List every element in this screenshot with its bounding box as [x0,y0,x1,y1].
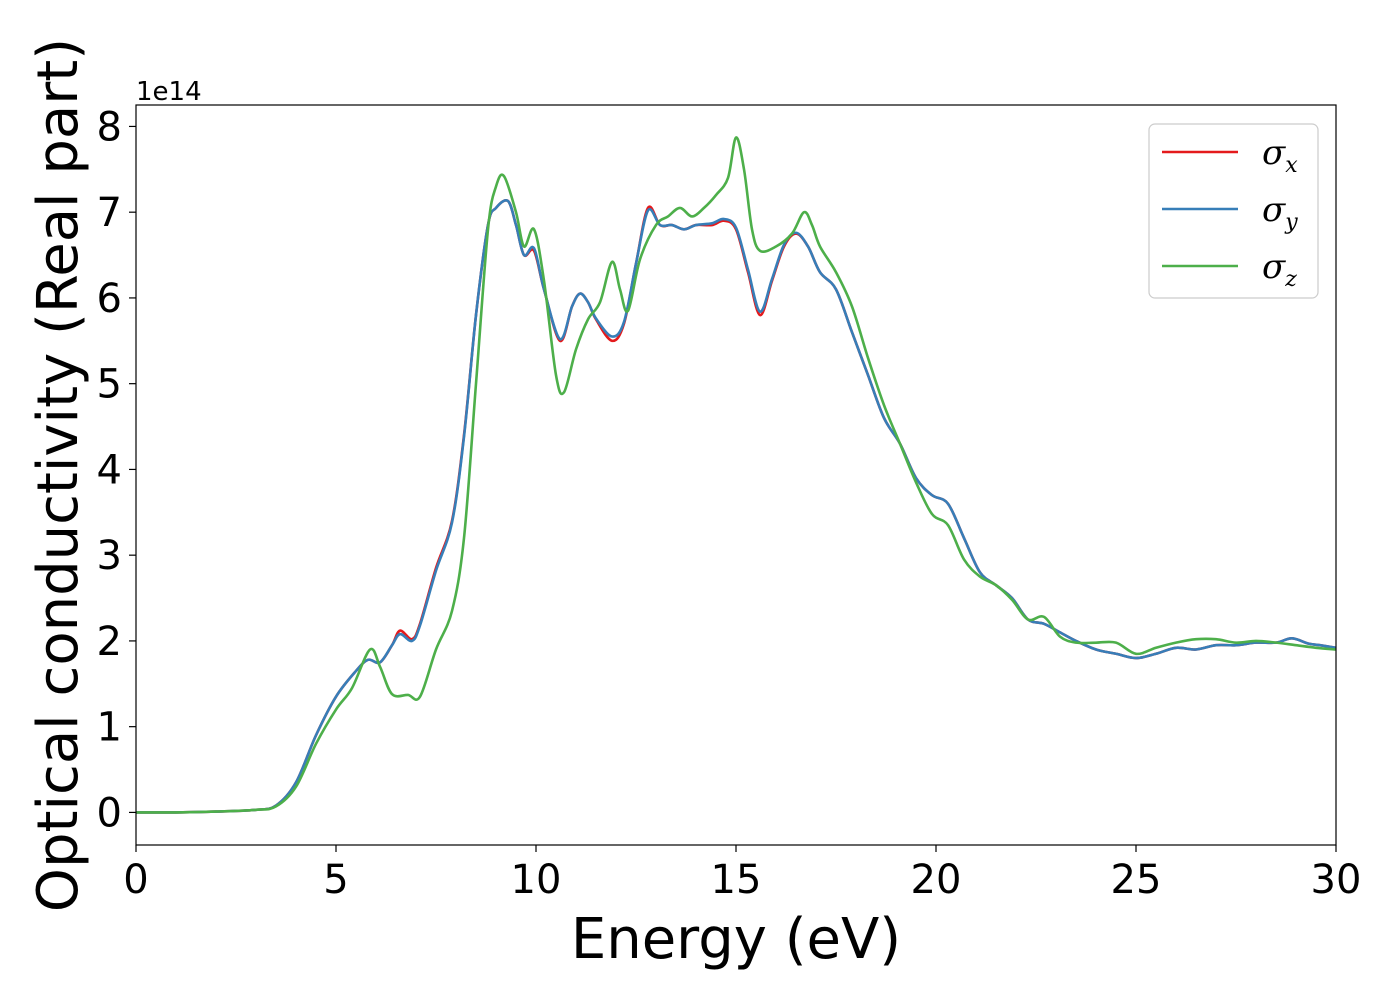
x-tick-label: 20 [911,857,962,903]
y-tick-label: 1 [97,705,122,751]
y-offset-label: 1e14 [136,77,202,107]
series-line-z [136,136,1336,814]
legend-frame [1148,123,1319,299]
x-tick-label: 5 [323,857,348,903]
y-tick-label: 2 [97,619,122,665]
y-tick-label: 0 [97,790,122,836]
legend-label-x: σx [1262,133,1298,178]
y-tick-label: 7 [97,190,122,236]
y-axis: 0 1 2 3 4 5 6 7 8 [97,104,136,836]
y-tick-label: 6 [97,276,122,322]
y-tick-label: 8 [97,104,122,150]
y-tick-label: 4 [97,447,122,493]
y-tick-label: 3 [97,533,122,579]
x-tick-label: 10 [511,857,562,903]
x-tick-label: 30 [1311,857,1362,903]
legend-label-y: σy [1262,190,1298,235]
x-tick-label: 25 [1111,857,1162,903]
y-axis-title: Optical conductivity (Real part) [26,38,91,912]
x-axis: 0 5 10 15 20 25 30 [123,845,1361,903]
series-line-y [136,199,1336,814]
x-tick-label: 15 [711,857,762,903]
x-axis-title: Energy (eV) [571,907,901,972]
legend: σx σy σz [1148,123,1319,299]
y-tick-label: 5 [97,362,122,408]
series-layer [136,136,1336,814]
legend-label-z: σz [1262,247,1297,292]
x-tick-label: 0 [123,857,148,903]
